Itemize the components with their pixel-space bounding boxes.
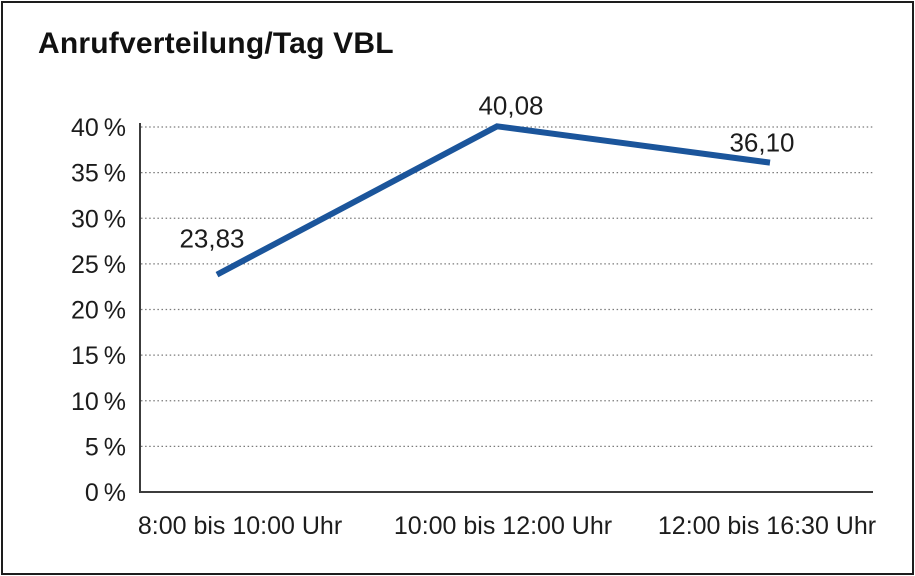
- series-line: [215, 123, 771, 278]
- y-tick-label: 15 %: [71, 342, 126, 370]
- y-tick-label: 35 %: [71, 160, 126, 188]
- gridlines-group: [141, 126, 873, 448]
- point-value-label: 40,08: [478, 90, 543, 120]
- y-tick-label: 0 %: [85, 479, 126, 507]
- x-category-label: 10:00 bis 12:00 Uhr: [394, 512, 612, 540]
- y-axis-labels-group: 0 % 5 % 10 % 15 % 20 % 25 % 30 % 35 % 40 %: [71, 114, 126, 507]
- x-category-label: 8:00 bis 10:00 Uhr: [138, 512, 342, 540]
- x-category-label: 12:00 bis 16:30 Uhr: [658, 512, 876, 540]
- y-tick-label: 5 %: [85, 433, 126, 461]
- y-tick-label: 30 %: [71, 205, 126, 233]
- series-group: [215, 123, 771, 278]
- point-labels-group: 23,83 40,08 36,10: [179, 90, 794, 253]
- x-axis-labels-group: 8:00 bis 10:00 Uhr 10:00 bis 12:00 Uhr 12:…: [138, 512, 876, 540]
- y-tick-label: 20 %: [71, 297, 126, 325]
- point-value-label: 36,10: [729, 128, 794, 158]
- y-tick-label: 40 %: [71, 114, 126, 142]
- y-tick-label: 25 %: [71, 251, 126, 279]
- point-value-label: 23,83: [179, 224, 244, 254]
- y-tick-label: 10 %: [71, 388, 126, 416]
- axes-group: [139, 123, 873, 493]
- chart-title: Anrufverteilung/Tag VBL: [38, 27, 394, 60]
